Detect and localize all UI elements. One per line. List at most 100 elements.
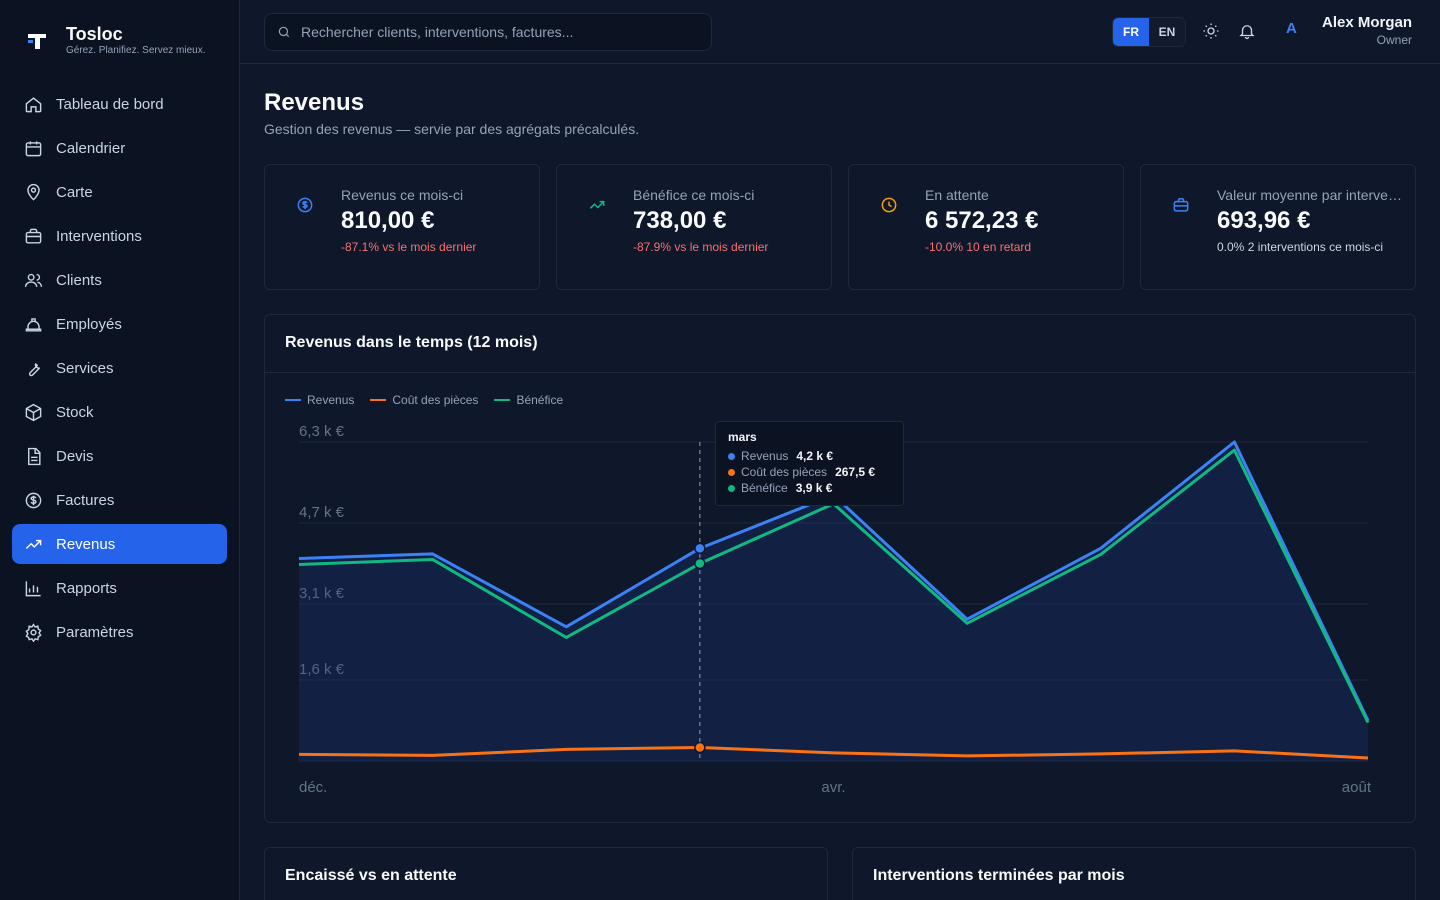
active-point: [694, 542, 706, 555]
search-input[interactable]: [301, 24, 701, 40]
sun-icon: [1203, 23, 1219, 39]
brand[interactable]: Tosloc Gérez. Planifiez. Servez mieux.: [26, 24, 206, 58]
package-icon: [25, 403, 42, 421]
sidebar: Tosloc Gérez. Planifiez. Servez mieux. T…: [0, 0, 240, 900]
notifications-button[interactable]: [1236, 20, 1258, 42]
y-tick-label: 6,3 k €: [299, 423, 345, 440]
lang-en-button[interactable]: EN: [1149, 18, 1185, 46]
search-icon: [278, 26, 290, 38]
sidebar-item-calendar[interactable]: Calendrier: [12, 128, 227, 168]
sidebar-item-interventions[interactable]: Interventions: [12, 216, 227, 256]
tosloc-logo-icon: [28, 34, 46, 49]
sidebar-item-label: Stock: [56, 403, 94, 421]
sidebar-item-invoices[interactable]: Factures: [12, 480, 227, 520]
gear-icon: [25, 622, 42, 642]
topbar: FR EN A Alex Morgan Owner: [240, 0, 1440, 64]
lang-fr-button[interactable]: FR: [1113, 18, 1149, 46]
kpi-value: 6 572,23 €: [925, 207, 1039, 234]
calendar-icon: [25, 140, 42, 156]
sidebar-item-label: Factures: [56, 491, 115, 509]
kpi-delta: -87.9% vs le mois dernier: [633, 240, 769, 254]
y-tick-label: 3,1 k €: [299, 585, 345, 602]
kpi-label: En attente: [925, 187, 989, 203]
wrench-icon: [28, 362, 41, 376]
sidebar-item-label: Revenus: [56, 535, 116, 553]
sidebar-item-label: Carte: [56, 183, 93, 201]
kpi-delta: 0.0% 2 interventions ce mois-ci: [1217, 240, 1384, 254]
kpi-value: 693,96 €: [1217, 207, 1311, 234]
sidebar-item-label: Clients: [56, 271, 102, 289]
completed-interventions-panel: Interventions terminées par mois: [852, 847, 1416, 900]
sidebar-item-label: Calendrier: [56, 139, 126, 157]
kpi-card-pending: En attente 6 572,23 € -10.0% 10 en retar…: [848, 164, 1124, 290]
chart-legend: Revenus Coût des pièces Bénéfice: [285, 393, 563, 407]
clock-icon: [881, 197, 897, 213]
kpi-card-average-value: Valeur moyenne par intervention 693,96 €…: [1140, 164, 1416, 290]
sidebar-item-quotes[interactable]: Devis: [12, 436, 227, 476]
sidebar-item-clients[interactable]: Clients: [12, 260, 227, 300]
tooltip-title: mars: [728, 430, 757, 444]
search-box[interactable]: [264, 13, 712, 51]
user-menu[interactable]: Alex Morgan Owner: [1322, 14, 1412, 48]
users-icon: [24, 273, 43, 287]
trending-up-icon: [589, 200, 605, 209]
theme-toggle-button[interactable]: [1200, 20, 1222, 42]
panel-divider: [265, 372, 1415, 373]
tooltip-row-revenue: Revenus 4,2 k €: [728, 448, 891, 464]
legend-item-parts-cost[interactable]: Coût des pièces: [370, 393, 478, 407]
page-subtitle: Gestion des revenus — servie par des agr…: [264, 121, 640, 137]
x-tick-label: août: [1342, 779, 1372, 796]
legend-item-revenue[interactable]: Revenus: [285, 393, 354, 407]
x-tick-label: avr.: [821, 779, 845, 796]
bar-chart-icon: [25, 580, 41, 596]
brand-name: Tosloc: [66, 24, 123, 44]
sidebar-item-label: Tableau de bord: [56, 95, 164, 113]
y-tick-label: 1,6 k €: [299, 661, 345, 678]
kpi-label: Revenus ce mois-ci: [341, 187, 464, 203]
panel-title: Encaissé vs en attente: [285, 867, 457, 884]
kpi-card-profit: Bénéfice ce mois-ci 738,00 € -87.9% vs l…: [556, 164, 832, 290]
sidebar-nav: Tableau de bord Calendrier Carte Interve…: [12, 84, 227, 656]
briefcase-icon: [1173, 198, 1189, 212]
home-icon: [25, 96, 42, 112]
x-tick-label: déc.: [299, 779, 327, 796]
sidebar-item-services[interactable]: Services: [12, 348, 227, 388]
user-role: Owner: [1376, 33, 1412, 47]
sidebar-item-map[interactable]: Carte: [12, 172, 227, 212]
language-switcher: FR EN: [1112, 17, 1186, 47]
sidebar-item-label: Interventions: [56, 227, 142, 245]
sidebar-item-employees[interactable]: Employés: [12, 304, 227, 344]
chart-tooltip: mars Revenus 4,2 k € Coût des pièces 267,5…: [715, 421, 904, 506]
avatar[interactable]: A: [1286, 20, 1297, 37]
tooltip-row-profit: Bénéfice 3,9 k €: [728, 480, 891, 496]
kpi-delta: -87.1% vs le mois dernier: [341, 240, 477, 254]
sidebar-item-reports[interactable]: Rapports: [12, 568, 227, 608]
sidebar-item-revenue[interactable]: Revenus: [12, 524, 227, 564]
kpi-card-revenue: Revenus ce mois-ci 810,00 € -87.1% vs le…: [264, 164, 540, 290]
sidebar-item-dashboard[interactable]: Tableau de bord: [12, 84, 227, 124]
active-point: [694, 557, 706, 570]
sidebar-item-stock[interactable]: Stock: [12, 392, 227, 432]
dollar-circle-icon: [297, 197, 313, 213]
kpi-label: Valeur moyenne par intervention: [1217, 187, 1405, 203]
kpi-value: 738,00 €: [633, 207, 727, 234]
document-icon: [28, 447, 41, 465]
sidebar-item-label: Paramètres: [56, 623, 134, 641]
trending-up-icon: [25, 539, 42, 549]
map-pin-icon: [27, 183, 40, 201]
legend-item-profit[interactable]: Bénéfice: [494, 393, 563, 407]
sidebar-item-label: Employés: [56, 315, 122, 333]
series-line-parts-cost: [298, 745, 1369, 760]
revenue-area: [299, 442, 1368, 761]
sidebar-item-label: Devis: [56, 447, 94, 465]
y-tick-label: 4,7 k €: [299, 504, 345, 521]
bell-icon: [1239, 25, 1255, 40]
dollar-circle-icon: [25, 492, 42, 508]
active-point: [694, 741, 706, 754]
collected-vs-pending-panel: Encaissé vs en attente: [264, 847, 828, 900]
panel-title: Revenus dans le temps (12 mois): [285, 334, 538, 351]
sidebar-item-label: Services: [56, 359, 114, 377]
kpi-delta: -10.0% 10 en retard: [925, 240, 1032, 254]
sidebar-item-settings[interactable]: Paramètres: [12, 612, 227, 652]
revenue-chart-panel: Revenus dans le temps (12 mois) Revenus …: [264, 314, 1416, 823]
